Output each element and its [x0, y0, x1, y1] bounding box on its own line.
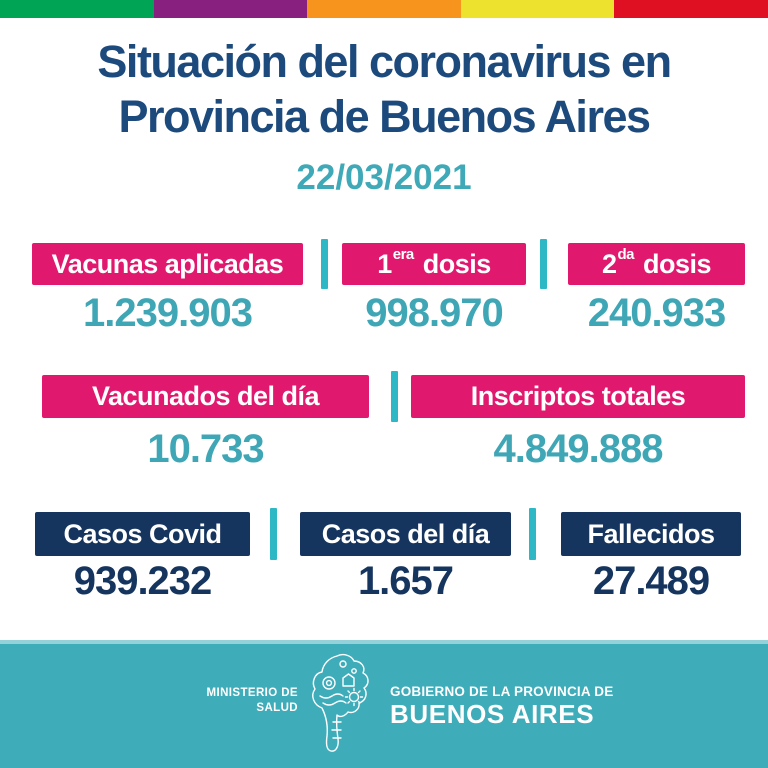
badge-label-rest: dosis — [643, 248, 712, 279]
value-casos-del-dia: 1.657 — [357, 559, 454, 603]
badge-primera-dosis: 1 era dosis — [342, 243, 526, 285]
value-vacunados-del-dia: 10.733 — [147, 427, 264, 471]
page-title: Situación del coronavirus en Provincia d… — [0, 34, 768, 144]
badge-label-rest: dosis — [422, 248, 492, 279]
stripe-segment-red — [614, 0, 768, 18]
divider-row1-a — [321, 239, 328, 289]
value-inscriptos-totales: 4.849.888 — [493, 427, 664, 471]
badge-segunda-dosis: 2 da dosis — [568, 243, 745, 285]
ministry-line-1: MINISTERIO DE — [206, 687, 298, 699]
badge-vacunas-aplicadas: Vacunas aplicadas — [32, 243, 303, 285]
value-fallecidos: 27.489 — [592, 559, 710, 603]
badge-vacunados-del-dia: Vacunados del día — [42, 375, 369, 418]
stripe-segment-green — [0, 0, 154, 18]
government-line-1: GOBIERNO DE LA PROVINCIA DE — [390, 684, 614, 699]
badge-label: Fallecidos — [587, 518, 715, 549]
badge-label-number: 1 — [377, 248, 392, 279]
badge-fallecidos: Fallecidos — [561, 512, 741, 556]
ministry-line-2: SALUD — [256, 702, 298, 714]
badge-label-superscript: da — [617, 245, 634, 263]
badge-label: Casos del día — [321, 518, 490, 549]
stripe-segment-yellow — [460, 0, 615, 18]
divider-row3-b — [529, 508, 536, 560]
top-color-stripe — [0, 0, 768, 18]
badge-label: Vacunas aplicadas — [51, 248, 284, 279]
value-casos-covid: 939.232 — [73, 559, 213, 603]
divider-row2 — [391, 371, 398, 422]
badge-label-superscript: era — [392, 245, 415, 263]
badge-label: Casos Covid — [63, 518, 222, 549]
value-vacunas-aplicadas: 1.239.903 — [83, 291, 253, 335]
value-segunda-dosis: 240.933 — [587, 291, 727, 335]
divider-row3-a — [270, 508, 277, 560]
title-line-2: Provincia de Buenos Aires — [118, 91, 651, 142]
divider-row1-b — [540, 239, 547, 289]
title-line-1: Situación del coronavirus en — [97, 36, 672, 87]
badge-inscriptos-totales: Inscriptos totales — [411, 375, 745, 418]
value-primera-dosis: 998.970 — [365, 291, 504, 335]
buenos-aires-province-map-logo — [312, 653, 369, 752]
footer-top-edge — [0, 640, 768, 644]
stripe-segment-orange — [307, 0, 461, 18]
stripe-segment-purple — [153, 0, 308, 18]
badge-label-number: 2 — [601, 248, 617, 279]
report-date: 22/03/2021 — [296, 158, 472, 197]
footer-band: MINISTERIO DE SALUD GOBIERNO DE LA PROVI… — [0, 640, 768, 768]
badge-label: Vacunados del día — [91, 381, 320, 411]
badge-casos-del-dia: Casos del día — [300, 512, 511, 556]
ministry-label: MINISTERIO DE SALUD — [150, 686, 298, 716]
badge-label: Inscriptos totales — [470, 381, 686, 411]
government-label: GOBIERNO DE LA PROVINCIA DE BUENOS AIRES — [390, 684, 613, 728]
badge-casos-covid: Casos Covid — [35, 512, 250, 556]
government-line-2: BUENOS AIRES — [390, 699, 595, 729]
